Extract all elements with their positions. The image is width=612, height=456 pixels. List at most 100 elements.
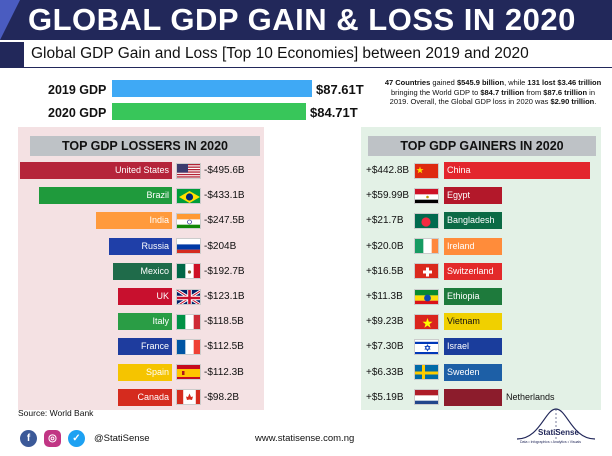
loser-bar-spain	[118, 363, 172, 381]
subtitle: Global GDP Gain and Loss [Top 10 Economi…	[31, 45, 529, 62]
loser-value-uk: -$123.1B	[204, 291, 245, 302]
gainer-label-switzerland: Switzerland	[447, 265, 494, 276]
logo: StatiSense	[538, 428, 579, 437]
summary-note: 47 Countries gained $545.9 billion, whil…	[384, 78, 602, 106]
gainer-value-egypt: +$59.99B	[366, 190, 410, 202]
gainer-label-netherlands: Netherlands	[506, 391, 555, 402]
loser-bar-india	[96, 212, 172, 230]
flag-ethiopia-icon	[414, 288, 439, 305]
subtitle-accent	[0, 42, 24, 67]
flag-mexico-icon	[176, 263, 201, 280]
logo-tagline: Data • Infographics • Analytics • Visual…	[520, 440, 582, 444]
gainer-label-israel: Israel	[447, 341, 470, 352]
loser-bar-uk	[118, 288, 172, 305]
loser-label-italy: Italy	[152, 316, 169, 327]
gainer-bar-bangladesh	[444, 212, 502, 230]
gainer-label-sweden: Sweden	[447, 366, 480, 377]
gainers-title: TOP GDP GAINERS IN 2020	[368, 136, 596, 156]
flag-india-icon	[176, 212, 201, 229]
flag-israel-icon	[414, 338, 439, 355]
loser-value-russia: -$204B	[204, 240, 237, 252]
flag-bangladesh-icon	[414, 212, 439, 229]
total-2020-label: 2020 GDP	[48, 106, 107, 120]
logo-curve-icon	[516, 408, 596, 440]
loser-value-france: -$112.5B	[204, 341, 244, 353]
gainer-label-vietnam: Vietnam	[447, 316, 480, 327]
flag-netherlands-icon	[414, 389, 439, 406]
flag-ireland-icon	[414, 238, 439, 255]
page-title: GLOBAL GDP GAIN & LOSS IN 2020	[28, 2, 576, 37]
flag-canada-icon	[176, 389, 201, 406]
title-bar: GLOBAL GDP GAIN & LOSS IN 2020	[0, 0, 612, 40]
gainer-label-ethiopia: Ethiopia	[447, 291, 480, 301]
loser-value-spain: -$112.3B	[204, 366, 244, 378]
loser-label-france: France	[140, 341, 169, 352]
loser-label-russia: Russia	[141, 240, 169, 251]
loser-value-india: -$247.5B	[204, 215, 245, 227]
loser-label-united-states: United States	[114, 165, 169, 175]
gainer-bar-china	[444, 162, 590, 179]
flag-brazil-icon	[176, 187, 201, 204]
loser-bar-brazil	[39, 187, 172, 205]
twitter-icon[interactable]: ✓	[68, 430, 85, 447]
loser-bar-united-states	[20, 162, 172, 179]
flag-uk-icon	[176, 288, 201, 305]
loser-bar-canada	[118, 388, 172, 406]
gainer-label-ireland: Ireland	[447, 240, 475, 251]
flag-france-icon	[176, 338, 201, 355]
total-2020-bar	[112, 103, 306, 120]
gainer-label-bangladesh: Bangladesh	[447, 215, 495, 226]
gainer-value-ethiopia: +$11.3B	[366, 291, 403, 302]
gainer-bar-vietnam	[444, 313, 502, 331]
loser-value-mexico: -$192.7B	[204, 265, 245, 277]
title-accent	[0, 0, 20, 40]
losers-title: TOP GDP LOSSERS IN 2020	[30, 136, 260, 156]
flag-united-states-icon	[176, 162, 201, 179]
loser-value-united-states: -$495.6B	[204, 165, 245, 176]
flag-sweden-icon	[414, 364, 439, 381]
gainer-label-china: China	[447, 165, 471, 175]
gainer-value-sweden: +$6.33B	[366, 366, 404, 378]
gainer-value-switzerland: +$16.5B	[366, 265, 404, 277]
gainer-bar-ethiopia	[444, 288, 502, 305]
loser-value-canada: -$98.2B	[204, 391, 240, 403]
flag-switzerland-icon	[414, 263, 439, 280]
loser-bar-france	[118, 338, 172, 356]
loser-bar-russia	[109, 237, 172, 255]
gainer-bar-sweden	[444, 363, 502, 381]
gainer-value-vietnam: +$9.23B	[366, 316, 404, 328]
gainer-value-bangladesh: +$21.7B	[366, 215, 404, 227]
flag-egypt-icon	[414, 187, 439, 204]
gainer-bar-switzerland	[444, 262, 502, 280]
website-link[interactable]: www.statisense.com.ng	[255, 433, 355, 444]
facebook-icon[interactable]: f	[20, 430, 37, 447]
loser-bar-italy	[118, 313, 172, 331]
source-note: Source: World Bank	[18, 408, 94, 418]
loser-label-brazil: Brazil	[146, 190, 169, 201]
flag-vietnam-icon	[414, 313, 439, 330]
loser-label-mexico: Mexico	[140, 265, 169, 276]
loser-label-india: India	[149, 215, 169, 226]
flag-china-icon	[414, 162, 439, 179]
flag-russia-icon	[176, 238, 201, 255]
loser-bar-mexico	[112, 262, 172, 280]
flag-italy-icon	[176, 313, 201, 330]
instagram-icon[interactable]: ◎	[44, 430, 61, 447]
gainer-bar-netherlands	[444, 388, 502, 406]
gainer-bar-egypt	[444, 187, 502, 205]
flag-spain-icon	[176, 364, 201, 381]
total-2019-value: $87.61T	[316, 82, 364, 97]
total-2020-value: $84.71T	[310, 105, 358, 120]
gainer-value-israel: +$7.30B	[366, 341, 404, 353]
social-handle[interactable]: @StatiSense	[94, 433, 150, 444]
gainer-bar-ireland	[444, 237, 502, 255]
subtitle-bar: Global GDP Gain and Loss [Top 10 Economi…	[0, 42, 612, 68]
loser-value-brazil: -$433.1B	[204, 190, 245, 202]
total-2019-label: 2019 GDP	[48, 83, 107, 97]
loser-label-spain: Spain	[145, 366, 169, 377]
gainer-value-china: +$442.8B	[366, 165, 410, 176]
loser-label-uk: UK	[156, 291, 169, 301]
gainer-label-egypt: Egypt	[447, 190, 471, 201]
gainer-value-ireland: +$20.0B	[366, 240, 404, 252]
total-2019-bar	[112, 80, 312, 97]
